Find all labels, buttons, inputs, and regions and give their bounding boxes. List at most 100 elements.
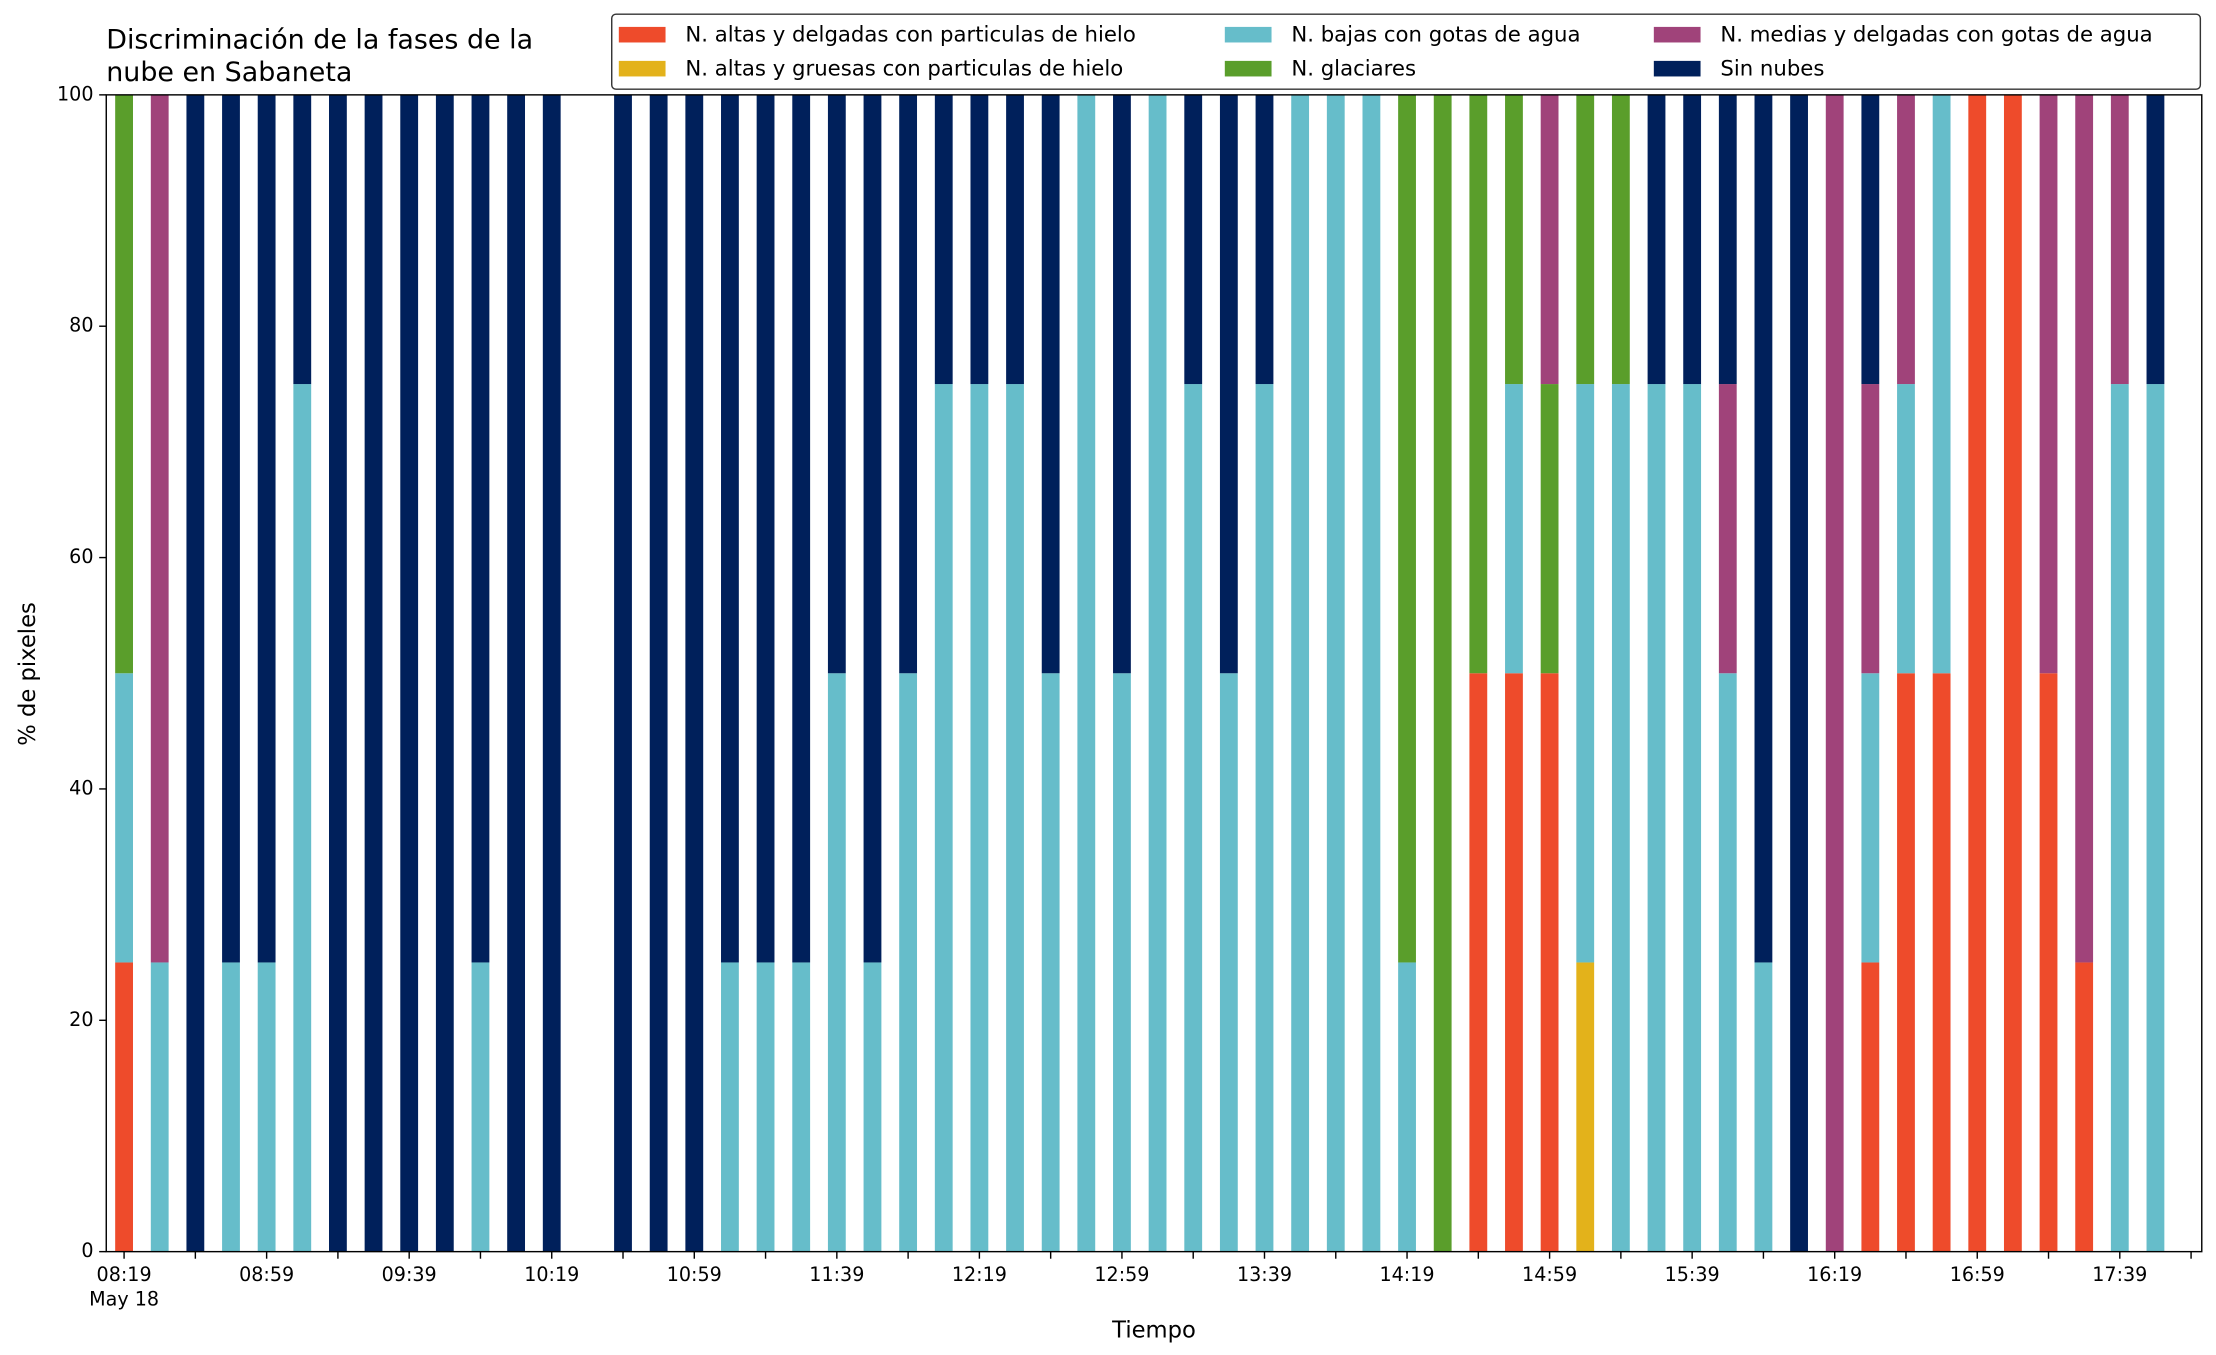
- bar-segment: [1505, 94, 1523, 385]
- bar-segment: [863, 94, 882, 963]
- bar-segment: [1576, 94, 1595, 385]
- legend: N. altas y delgadas con particulas de hi…: [611, 13, 2202, 90]
- bar-segment: [328, 94, 347, 1252]
- bar-segment: [2146, 384, 2165, 1252]
- bar-segment: [1219, 94, 1238, 674]
- legend-label: Sin nubes: [1720, 56, 1824, 81]
- bar-segment: [1647, 384, 1666, 1252]
- bar-segment: [1505, 384, 1523, 674]
- bar-segment: [222, 94, 240, 963]
- legend-label: N. altas y gruesas con particulas de hie…: [685, 56, 1123, 81]
- x-tick-label: 11:39: [809, 1263, 864, 1286]
- legend-label: N. altas y delgadas con particulas de hi…: [685, 22, 1135, 47]
- bar-segment: [756, 94, 775, 963]
- bar-segment: [1932, 673, 1951, 1252]
- bar-segment: [1433, 94, 1452, 1252]
- y-axis-label: % de pixeles: [15, 602, 41, 746]
- bar-segment: [1718, 94, 1737, 385]
- bar-segment: [1825, 94, 1844, 1252]
- x-date-label: May 18: [89, 1287, 159, 1310]
- bar-segment: [1398, 94, 1416, 963]
- x-tick-label: 08:59: [239, 1263, 294, 1286]
- x-tick-label: 10:19: [524, 1263, 579, 1286]
- bar-segment: [507, 94, 526, 1252]
- bar-segment: [970, 94, 989, 385]
- bar-segment: [1647, 94, 1666, 385]
- bar-segment: [1326, 94, 1345, 1252]
- x-tick-label: 10:59: [667, 1263, 722, 1286]
- bar-segment: [1576, 962, 1595, 1252]
- bar-segment: [435, 94, 454, 1252]
- y-tick-label: 60: [69, 545, 93, 568]
- bar-segment: [899, 673, 918, 1252]
- bar-segment: [1041, 673, 1060, 1252]
- bar-segment: [1077, 94, 1096, 1252]
- bar-segment: [364, 94, 383, 1252]
- x-tick-label: 16:19: [1807, 1263, 1862, 1286]
- x-tick-label: 09:39: [382, 1263, 437, 1286]
- bar-segment: [471, 962, 490, 1252]
- bar-segment: [1540, 384, 1559, 674]
- legend-swatch: [618, 26, 666, 43]
- bar-segment: [2110, 94, 2129, 385]
- bar-segment: [792, 962, 811, 1252]
- x-tick-label: 14:59: [1522, 1263, 1577, 1286]
- bar-segment: [1505, 673, 1523, 1252]
- bar-segment: [1861, 673, 1880, 963]
- bar-segment: [471, 94, 490, 963]
- bar-segment: [2146, 94, 2165, 385]
- bar-segment: [2075, 962, 2094, 1252]
- bar-segment: [293, 94, 312, 385]
- bar-segment: [1897, 384, 1915, 674]
- x-tick-label: 13:39: [1237, 1263, 1292, 1286]
- bar-segment: [1113, 94, 1131, 674]
- bar-segment: [1718, 384, 1737, 674]
- chart-title: Discriminación de la fases de la: [106, 25, 533, 56]
- bar-segment: [1754, 94, 1773, 963]
- bar-segment: [186, 94, 205, 1252]
- bar-segment: [934, 384, 953, 1252]
- bar-segment: [1861, 94, 1880, 385]
- legend-swatch: [618, 60, 666, 77]
- bar-segment: [1113, 673, 1131, 1252]
- bar-segment: [756, 962, 775, 1252]
- bar-segment: [1611, 384, 1630, 1252]
- bar-segment: [934, 94, 953, 385]
- bar-segment: [1362, 94, 1381, 1252]
- bar-segment: [1041, 94, 1060, 674]
- bar-segment: [257, 962, 276, 1252]
- y-tick-label: 20: [69, 1008, 93, 1031]
- bar-segment: [1611, 94, 1630, 385]
- x-tick-label: 12:59: [1094, 1263, 1149, 1286]
- bar-segment: [1790, 94, 1808, 1252]
- bar-segment: [721, 94, 739, 963]
- y-tick-label: 80: [69, 314, 93, 337]
- bar-segment: [1255, 384, 1274, 1252]
- bar-segment: [2039, 673, 2058, 1252]
- bar-segment: [1897, 673, 1915, 1252]
- bar-segment: [1576, 384, 1595, 963]
- x-tick-label: 08:19: [97, 1263, 152, 1286]
- bar-segment: [1219, 673, 1238, 1252]
- y-tick-label: 0: [81, 1239, 93, 1262]
- bar-segment: [1683, 94, 1702, 385]
- bar-segment: [827, 673, 846, 1252]
- bar-segment: [542, 94, 561, 1252]
- plot-frame: [105, 94, 2203, 1253]
- bar-segment: [2110, 384, 2129, 1252]
- bar-segment: [1968, 94, 1987, 1252]
- legend-label: N. bajas con gotas de agua: [1291, 22, 1580, 47]
- bar-segment: [115, 94, 133, 674]
- legend-box: [611, 13, 2202, 90]
- bar-segment: [827, 94, 846, 674]
- bar-segment: [1006, 94, 1024, 385]
- bar-segment: [1932, 94, 1951, 674]
- bar-segment: [792, 94, 811, 963]
- bar-segment: [1291, 94, 1310, 1252]
- y-tick-label: 100: [57, 82, 93, 105]
- bar-segment: [1861, 962, 1880, 1252]
- y-tick-label: 40: [69, 776, 93, 799]
- chart-title: nube en Sabaneta: [106, 57, 352, 88]
